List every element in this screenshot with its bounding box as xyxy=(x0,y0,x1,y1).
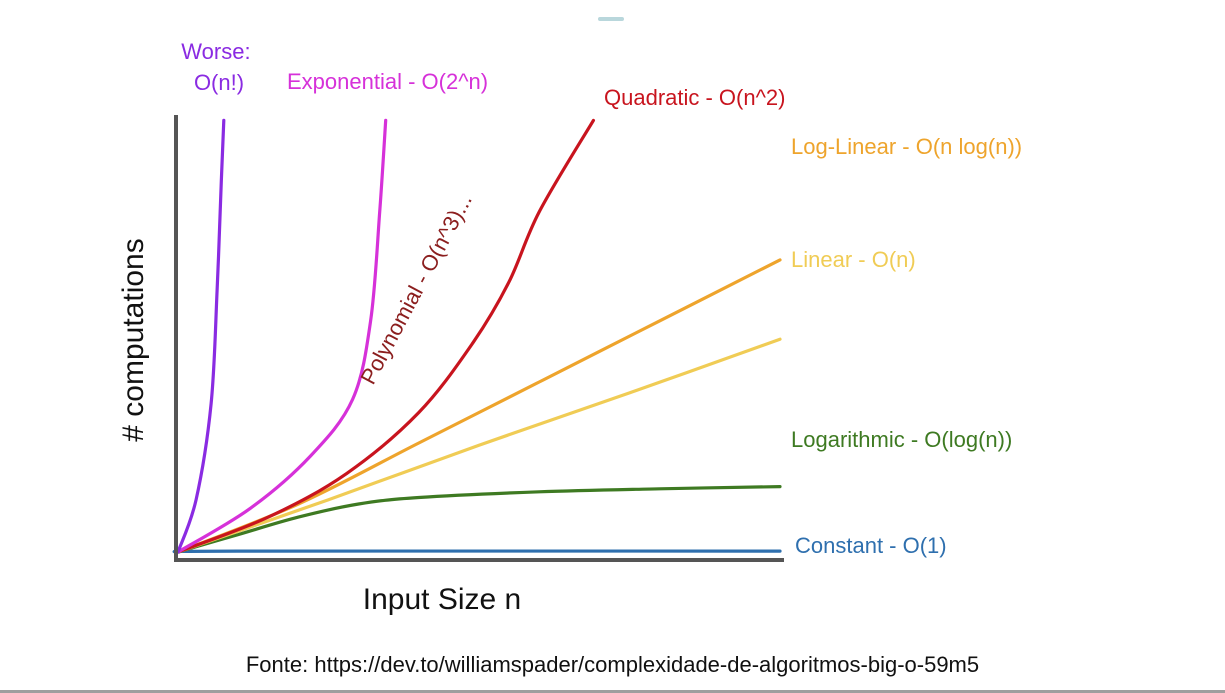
label-exponential: Exponential - O(2^n) xyxy=(287,69,488,94)
y-axis-title: # computations xyxy=(117,238,150,441)
curve-labels-group: Worse: O(n!) Exponential - O(2^n) Quadra… xyxy=(181,39,1022,558)
x-axis-title: Input Size n xyxy=(363,583,521,616)
curve-loglinear xyxy=(176,258,782,554)
curve-constant xyxy=(172,549,782,554)
label-worse-line-1: Worse: xyxy=(181,39,250,64)
curve-logarithmic xyxy=(176,485,782,554)
curve-quadratic xyxy=(176,118,595,554)
label-quadratic: Quadratic - O(n^2) xyxy=(604,85,786,110)
curves-group xyxy=(172,118,782,554)
curve-exponential xyxy=(176,118,388,554)
source-caption: Fonte: https://dev.to/williamspader/comp… xyxy=(245,652,980,677)
top-decoration xyxy=(598,17,624,21)
label-linear: Linear - O(n) xyxy=(791,247,916,272)
curve-factorial xyxy=(176,118,226,554)
curve-linear xyxy=(176,337,782,554)
label-constant: Constant - O(1) xyxy=(795,533,947,558)
label-worse-line-2: O(n!) xyxy=(194,70,244,95)
label-logarithmic: Logarithmic - O(log(n)) xyxy=(791,427,1012,452)
label-loglinear: Log-Linear - O(n log(n)) xyxy=(791,134,1022,159)
bottom-rule xyxy=(0,690,1225,693)
label-worse: Worse: O(n!) xyxy=(181,39,256,95)
